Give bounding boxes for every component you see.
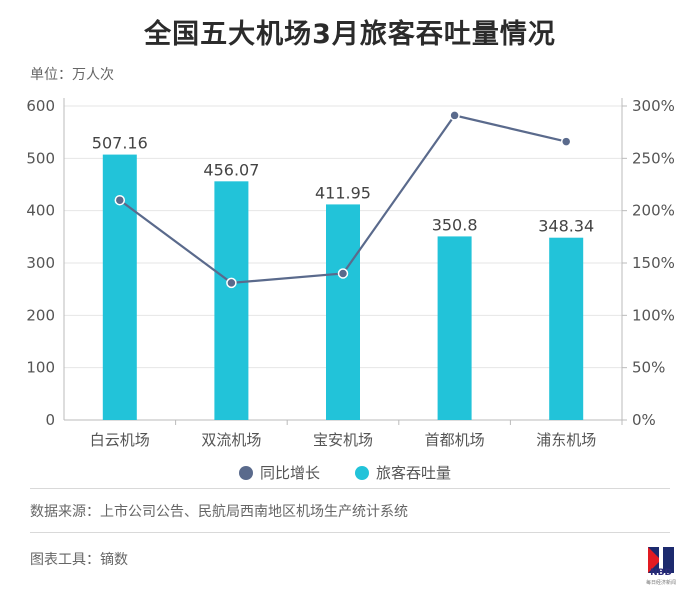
logo-text: NBD bbox=[650, 568, 672, 578]
growth-point bbox=[449, 110, 460, 121]
bar-data-label: 456.07 bbox=[203, 160, 259, 179]
chart-tool: 图表工具：镝数 bbox=[30, 552, 128, 568]
bar bbox=[102, 154, 137, 420]
chart-svg: 0 100 200 300 400 500 600 0% 50% 100% 150% 200% 250%… bbox=[26, 97, 675, 482]
nbd-logo-icon bbox=[648, 547, 674, 573]
x-tick-label: 双流机场 bbox=[201, 431, 261, 449]
bar bbox=[214, 181, 249, 420]
y-left-tick-label: 500 bbox=[26, 149, 55, 167]
bar-data-label: 348.34 bbox=[538, 217, 594, 236]
legend-marker-throughput bbox=[355, 466, 369, 480]
x-tick-label: 宝安机场 bbox=[313, 431, 373, 449]
y-left-tick-label: 0 bbox=[45, 411, 55, 429]
bar bbox=[549, 237, 584, 420]
footer-divider-bottom bbox=[30, 532, 670, 533]
chart-title: 全国五大机场3月旅客吞吐量情况 bbox=[144, 19, 556, 50]
footer-divider-top bbox=[30, 488, 670, 489]
y-left-tick-label: 600 bbox=[26, 97, 55, 115]
y-right-tick-label: 150% bbox=[632, 254, 675, 272]
growth-point bbox=[337, 268, 349, 279]
y-right-tick-label: 200% bbox=[632, 202, 675, 220]
bar bbox=[326, 204, 360, 420]
y-left-tick-label: 200 bbox=[26, 306, 55, 324]
y-right-tick-label: 250% bbox=[632, 149, 675, 167]
legend-marker-growth bbox=[239, 466, 253, 480]
y-right-tick-label: 300% bbox=[632, 97, 675, 115]
data-source: 数据来源：上市公司公告、民航局西南地区机场生产统计系统 bbox=[30, 504, 408, 520]
y-left-tick-label: 400 bbox=[26, 202, 55, 220]
y-right-tick-label: 0% bbox=[632, 411, 656, 429]
bar bbox=[437, 236, 472, 420]
x-tick-label: 首都机场 bbox=[425, 431, 485, 449]
x-tick-label: 白云机场 bbox=[90, 431, 150, 449]
y-left-tick-label: 300 bbox=[26, 254, 55, 272]
x-tick-label: 浦东机场 bbox=[536, 431, 596, 449]
unit-label: 单位：万人次 bbox=[30, 67, 114, 83]
y-left-tick-label: 100 bbox=[26, 359, 55, 377]
growth-point bbox=[226, 277, 237, 289]
growth-point bbox=[560, 136, 572, 147]
bar-data-label: 507.16 bbox=[92, 134, 148, 153]
bar-data-label: 350.8 bbox=[432, 215, 478, 234]
growth-point bbox=[114, 194, 126, 206]
y-right-tick-label: 50% bbox=[632, 359, 665, 377]
legend-label-throughput: 旅客吞吐量 bbox=[376, 464, 451, 482]
legend-label-growth: 同比增长 bbox=[260, 464, 320, 482]
bar-data-label: 411.95 bbox=[315, 183, 371, 202]
logo-subtext: 每日经济新闻 bbox=[645, 580, 676, 586]
y-right-tick-label: 100% bbox=[632, 306, 675, 324]
